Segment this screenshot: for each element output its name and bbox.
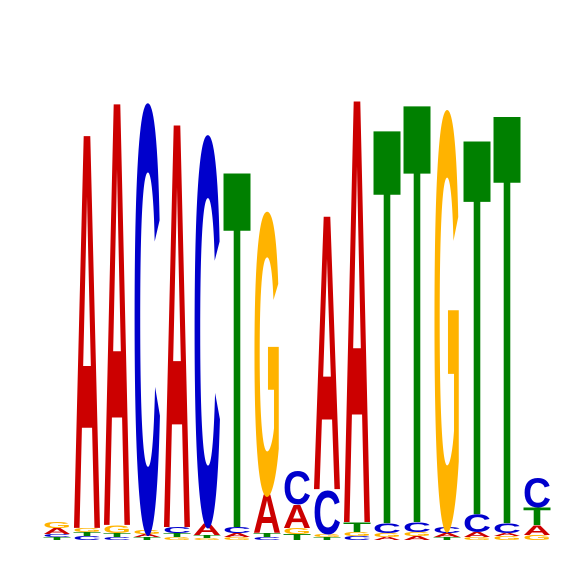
logo-letter: A (133, 533, 161, 538)
logo-letter: G (133, 529, 161, 535)
logo-letter: C (343, 535, 371, 541)
logo-letter: A (373, 536, 401, 541)
logo-letter: A (463, 531, 491, 539)
logo-letter: A (283, 497, 311, 535)
logo-letter: C (223, 526, 251, 535)
logo-letter: C (43, 533, 71, 538)
logo-letter: A (193, 521, 221, 539)
logo-letter: C (463, 509, 491, 537)
logo-letter: T (163, 532, 191, 538)
logo-letter: T (43, 536, 71, 540)
logo-letter: A (223, 532, 251, 538)
logo-letter: G (223, 537, 251, 541)
logo-letter: A (343, 0, 371, 566)
logo-letter: T (73, 531, 101, 537)
logo-letter: A (163, 0, 191, 566)
logo-letter: A (403, 535, 431, 541)
logo-letter: A (313, 130, 341, 566)
logo-letter: C (253, 536, 281, 541)
logo-letter: G (43, 520, 71, 530)
logo-letter: T (313, 536, 341, 540)
logo-letter: G (73, 527, 101, 533)
logo-letter: T (523, 503, 552, 531)
logo-letter: C (103, 536, 131, 541)
logo-letter: G (163, 537, 191, 541)
logo-letter: C (433, 526, 461, 535)
logo-letter: C (283, 462, 311, 514)
logo-letter: C (373, 521, 401, 536)
logo-letter: A (493, 532, 521, 537)
logo-letter: C (493, 521, 521, 536)
logo-letter: T (253, 532, 281, 538)
logo-letter: G (403, 531, 431, 537)
logo-letter: C (133, 0, 161, 566)
logo-letter: T (463, 25, 491, 566)
logo-letter: A (103, 0, 131, 566)
logo-letter: C (523, 470, 551, 517)
logo-letter: G (193, 538, 221, 541)
logo-letter: C (163, 526, 191, 535)
logo-letter: T (403, 0, 431, 566)
logo-letter: A (73, 13, 101, 566)
logo-letter: G (523, 534, 551, 541)
logo-letter: C (403, 520, 431, 535)
logo-letter: G (433, 0, 461, 566)
logo-letter: T (433, 536, 461, 540)
logo-letter: G (493, 535, 521, 541)
logo-letter: A (253, 484, 281, 545)
logo-letter: G (283, 526, 311, 536)
logo-letter: T (133, 536, 161, 540)
logo-letter: T (493, 0, 521, 566)
logo-letter: G (103, 523, 131, 536)
logo-letter: T (103, 532, 131, 538)
logo-letter: A (433, 532, 461, 538)
logo-letter: T (193, 534, 221, 538)
logo-letter: G (463, 537, 491, 541)
logo-letter: C (313, 479, 341, 549)
logo-letter: T (283, 532, 311, 541)
logo-letter: C (193, 21, 221, 566)
logo-letter: T (223, 64, 251, 566)
logo-letter: G (253, 128, 281, 566)
logo-letter: A (43, 527, 71, 536)
logo-letter: C (73, 535, 101, 541)
logo-letter: G (313, 534, 341, 538)
logo-letter: A (523, 523, 551, 538)
logo-letter: T (373, 7, 401, 566)
logo-letter: T (343, 520, 371, 535)
logo-letter: G (373, 532, 401, 538)
logo-letter: G (343, 531, 371, 537)
